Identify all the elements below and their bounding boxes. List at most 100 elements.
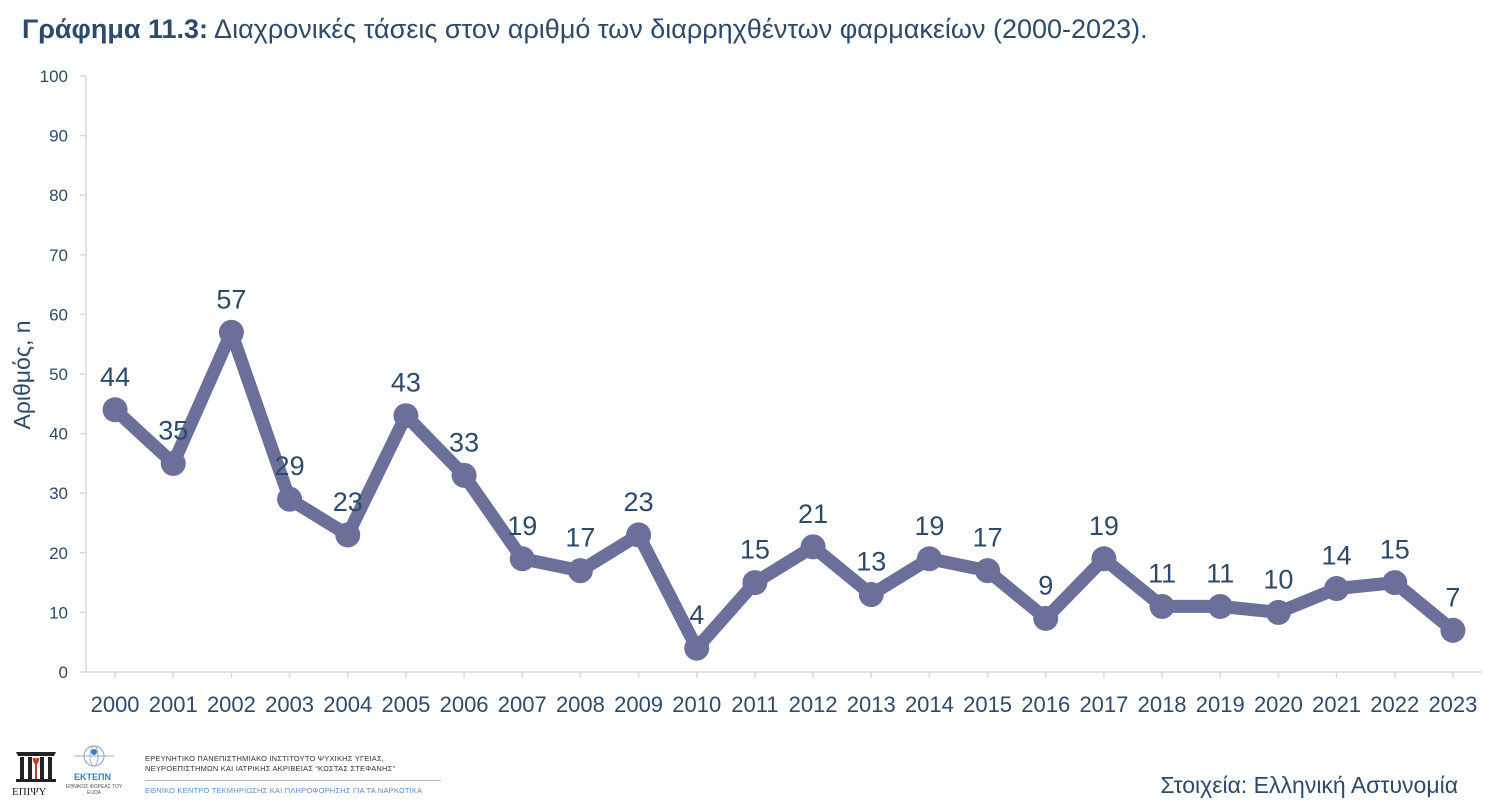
data-point <box>1440 617 1466 643</box>
x-tick-label: 2005 <box>381 692 430 717</box>
y-tick-label: 70 <box>49 246 68 265</box>
y-tick-label: 10 <box>49 603 68 622</box>
chart-title-text: Διαχρονικές τάσεις στον αριθμό των διαρρ… <box>214 14 1148 44</box>
data-point <box>858 582 884 608</box>
data-point <box>975 558 1001 584</box>
footer-divider <box>145 780 441 781</box>
data-point <box>684 635 710 661</box>
data-label: 44 <box>100 362 130 392</box>
x-tick-label: 2012 <box>789 692 838 717</box>
x-tick-label: 2017 <box>1079 692 1128 717</box>
data-label: 19 <box>507 511 537 541</box>
data-label: 15 <box>740 535 770 565</box>
data-label: 23 <box>624 487 654 517</box>
institute-name-line-2: ΝΕΥΡΟΕΠΙΣΤΗΜΩΝ ΚΑΙ ΙΑΤΡΙΚΗΣ ΑΚΡΙΒΕΙΑΣ “Κ… <box>145 764 396 773</box>
data-label: 43 <box>391 368 421 398</box>
x-tick-label: 2011 <box>731 692 778 717</box>
epipsy-logo-icon <box>16 752 56 782</box>
data-point <box>277 486 303 512</box>
data-point <box>1207 593 1233 619</box>
data-label: 35 <box>158 415 188 445</box>
y-axis-label: Αριθμός, n <box>9 320 35 429</box>
x-tick-label: 2003 <box>265 692 314 717</box>
data-point <box>626 522 652 548</box>
x-tick-label: 2009 <box>614 692 663 717</box>
x-tick-label: 2018 <box>1138 692 1187 717</box>
data-point <box>567 558 593 584</box>
x-tick-label: 2014 <box>905 692 954 717</box>
data-point <box>102 397 128 423</box>
data-label: 57 <box>216 284 246 314</box>
chart-title-number: Γράφημα 11.3: <box>22 14 209 44</box>
data-point <box>742 570 768 596</box>
x-tick-label: 2013 <box>847 692 896 717</box>
x-tick-label: 2020 <box>1254 692 1303 717</box>
data-point <box>335 522 361 548</box>
y-axis: 0 10 20 30 40 50 60 70 80 90 100 <box>40 67 86 682</box>
data-label: 7 <box>1445 582 1460 612</box>
x-tick-label: 2019 <box>1196 692 1245 717</box>
data-label: 9 <box>1038 570 1053 600</box>
data-point <box>1149 593 1175 619</box>
x-tick-label: 2021 <box>1312 692 1361 717</box>
data-label: 10 <box>1263 564 1293 594</box>
x-tick-label: 2022 <box>1370 692 1419 717</box>
data-point <box>1091 546 1117 572</box>
ektepn-logo-text: ΕΚΤΕΠΝ <box>74 772 112 782</box>
y-tick-label: 20 <box>49 544 68 563</box>
data-point <box>916 546 942 572</box>
centre-name: ΕΘΝΙΚΟ ΚΕΝΤΡΟ ΤΕΚΜΗΡΙΩΣΗΣ ΚΑΙ ΠΛΗΡΟΦΟΡΗΣ… <box>145 786 423 795</box>
institute-name-line-1: ΕΡΕΥΝΗΤΙΚΟ ΠΑΝΕΠΙΣΤΗΜΙΑΚΟ ΙΝΣΤΙΤΟΥΤΟ ΨΥΧ… <box>145 754 385 763</box>
y-tick-label: 30 <box>49 484 68 503</box>
data-label: 19 <box>1089 511 1119 541</box>
y-tick-label: 40 <box>49 425 68 444</box>
chart-title: Γράφημα 11.3: Διαχρονικές τάσεις στον αρ… <box>22 14 1148 45</box>
data-label: 11 <box>1206 558 1234 588</box>
data-point <box>1382 570 1408 596</box>
x-tick-label: 2004 <box>323 692 372 717</box>
x-tick-label: 2006 <box>440 692 489 717</box>
line-chart: 0 10 20 30 40 50 60 70 80 90 100 2000 2001 2002 2003 2… <box>9 67 1482 717</box>
data-label: 13 <box>856 547 886 577</box>
data-label: 17 <box>973 523 1003 553</box>
y-tick-label: 60 <box>49 305 68 324</box>
series-markers <box>102 319 1466 661</box>
data-point <box>451 462 477 488</box>
x-tick-label: 2002 <box>207 692 256 717</box>
x-tick-label: 2023 <box>1428 692 1477 717</box>
x-tick-label: 2001 <box>149 692 198 717</box>
data-label: 11 <box>1148 558 1176 588</box>
y-tick-label: 50 <box>49 365 68 384</box>
data-source: Στοιχεία: Ελληνική Αστυνομία <box>1160 772 1458 798</box>
x-tick-label: 2015 <box>963 692 1012 717</box>
y-tick-label: 90 <box>49 127 68 146</box>
data-label: 17 <box>565 523 595 553</box>
x-tick-label: 2010 <box>672 692 721 717</box>
footer-logos: ΕΠΙΨΥ ΕΚΤΕΠΝ ΕΘΝΙΚΟΣ ΦΟΡΕΑΣ ΤΟΥ EUDA ΕΡΕ… <box>8 742 448 802</box>
data-label: 19 <box>914 511 944 541</box>
data-label: 33 <box>449 427 479 457</box>
data-label: 14 <box>1322 541 1352 571</box>
data-point <box>1033 605 1059 631</box>
data-point <box>1265 599 1291 625</box>
data-point <box>800 534 826 560</box>
x-tick-label: 2016 <box>1021 692 1070 717</box>
data-label: 4 <box>689 600 704 630</box>
ektepn-logo-icon <box>74 745 114 767</box>
data-point <box>509 546 535 572</box>
x-tick-label: 2000 <box>91 692 140 717</box>
x-tick-label: 2008 <box>556 692 605 717</box>
y-tick-label: 0 <box>59 663 68 682</box>
data-point <box>160 450 186 476</box>
epipsy-logo-text: ΕΠΙΨΥ <box>12 786 47 798</box>
data-point <box>1324 576 1350 602</box>
y-tick-label: 80 <box>49 186 68 205</box>
series-line <box>108 325 1460 655</box>
data-label: 23 <box>333 487 363 517</box>
y-tick-label: 100 <box>40 67 68 86</box>
data-labels: 44 35 57 29 23 43 33 19 17 23 4 15 21 13 19 17 9 19 11 11 10… <box>100 284 1460 630</box>
data-label: 21 <box>798 499 828 529</box>
x-axis: 2000 2001 2002 2003 2004 2005 2006 2007 2008 2009… <box>91 672 1477 717</box>
data-label: 15 <box>1380 535 1410 565</box>
data-point <box>218 319 244 345</box>
